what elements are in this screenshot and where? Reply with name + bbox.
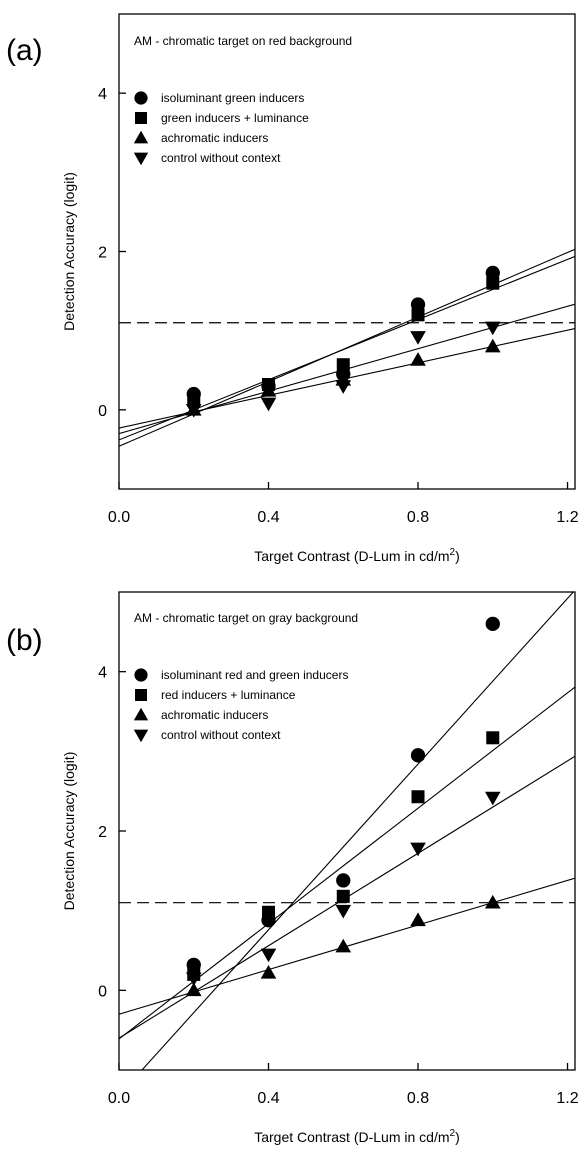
data-point-triangle-up bbox=[410, 912, 426, 926]
legend-entry: achromatic inducers bbox=[161, 708, 268, 722]
data-point-square bbox=[262, 906, 275, 919]
x-axis-label-end: ) bbox=[455, 548, 460, 564]
data-point-triangle-up bbox=[261, 965, 277, 979]
y-tick-label: 2 bbox=[98, 824, 107, 841]
data-point-circle bbox=[411, 748, 425, 762]
data-point-square bbox=[412, 790, 425, 803]
legend-marker-triangle-up bbox=[134, 131, 148, 144]
data-point-square bbox=[486, 731, 499, 744]
legend-entry: control without context bbox=[161, 728, 281, 742]
panel-a: (a) 0 2 4 0.0 0.4 0.8 1.2 Target Contrast (D-Lum… bbox=[6, 14, 579, 564]
legend-marker-triangle-down bbox=[134, 153, 148, 166]
legend-marker-square bbox=[135, 112, 147, 124]
plot-frame bbox=[119, 14, 575, 489]
legend: isoluminant red and green inducers red in… bbox=[134, 668, 349, 742]
chart-title: AM - chromatic target on red background bbox=[134, 34, 352, 48]
x-axis-label-text: Target Contrast (D-Lum in cd/m bbox=[254, 1129, 449, 1145]
data-point-square bbox=[337, 890, 350, 903]
legend-marker-square bbox=[135, 689, 147, 701]
y-axis-label: Detection Accuracy (logit) bbox=[61, 752, 77, 911]
data-point-circle bbox=[336, 873, 350, 887]
legend-entry: isoluminant green inducers bbox=[161, 91, 304, 105]
chart-title: AM - chromatic target on gray background bbox=[134, 611, 358, 625]
x-tick-label: 0.8 bbox=[407, 1090, 429, 1107]
y-tick-label: 0 bbox=[98, 403, 107, 420]
data-point-square bbox=[412, 308, 425, 321]
y-tick-label: 0 bbox=[98, 983, 107, 1000]
x-axis-label-text: Target Contrast (D-Lum in cd/m bbox=[254, 548, 449, 564]
y-tick-label: 2 bbox=[98, 245, 107, 262]
panel-label: (b) bbox=[6, 624, 43, 657]
data-point-triangle-down bbox=[261, 398, 277, 412]
data-point-triangle-down bbox=[410, 331, 426, 345]
x-tick-label: 0.0 bbox=[108, 509, 130, 526]
x-tick-label: 1.2 bbox=[556, 1090, 578, 1107]
x-tick-label: 0.4 bbox=[257, 509, 279, 526]
legend-entry: control without context bbox=[161, 151, 281, 165]
legend-entry: red inducers + luminance bbox=[161, 688, 296, 702]
data-point-square bbox=[337, 358, 350, 371]
x-axis-label-end: ) bbox=[455, 1129, 460, 1145]
series-triangle-down bbox=[186, 792, 501, 986]
legend-marker-triangle-up bbox=[134, 708, 148, 721]
data-point-circle bbox=[486, 617, 500, 631]
legend-marker-circle bbox=[134, 91, 147, 104]
x-tick-label: 0.0 bbox=[108, 1090, 130, 1107]
fit-line-circle bbox=[119, 590, 575, 1095]
legend-entry: isoluminant red and green inducers bbox=[161, 668, 348, 682]
x-tick-label: 0.8 bbox=[407, 509, 429, 526]
legend-marker-triangle-down bbox=[134, 730, 148, 743]
data-point-triangle-up bbox=[410, 352, 426, 366]
x-tick-label: 0.4 bbox=[257, 1090, 279, 1107]
y-tick-label: 4 bbox=[98, 665, 107, 682]
legend-entry: green inducers + luminance bbox=[161, 111, 309, 125]
panel-label: (a) bbox=[6, 34, 43, 67]
x-tick-label: 1.2 bbox=[556, 509, 578, 526]
panel-b: (b) 0 2 4 0.0 0.4 0.8 1.2 Target Contrast (D-Lum… bbox=[6, 590, 579, 1145]
fit-line-square bbox=[119, 256, 575, 440]
legend-entry: achromatic inducers bbox=[161, 131, 268, 145]
legend: isoluminant green inducers green inducers… bbox=[134, 91, 309, 165]
fit-lines bbox=[119, 249, 575, 446]
fit-lines bbox=[119, 590, 575, 1095]
data-point-triangle-up bbox=[485, 895, 501, 909]
y-tick-label: 4 bbox=[98, 86, 107, 103]
data-point-triangle-down bbox=[485, 322, 501, 336]
data-point-triangle-down bbox=[261, 949, 277, 963]
x-axis-label: Target Contrast (D-Lum in cd/m2) bbox=[254, 547, 460, 564]
data-point-triangle-down bbox=[335, 380, 351, 394]
plot-frame bbox=[119, 592, 575, 1070]
y-axis-label: Detection Accuracy (logit) bbox=[61, 172, 77, 331]
data-point-square bbox=[486, 277, 499, 290]
data-point-triangle-down bbox=[335, 905, 351, 919]
x-axis-label: Target Contrast (D-Lum in cd/m2) bbox=[254, 1128, 460, 1145]
legend-marker-circle bbox=[134, 668, 147, 681]
